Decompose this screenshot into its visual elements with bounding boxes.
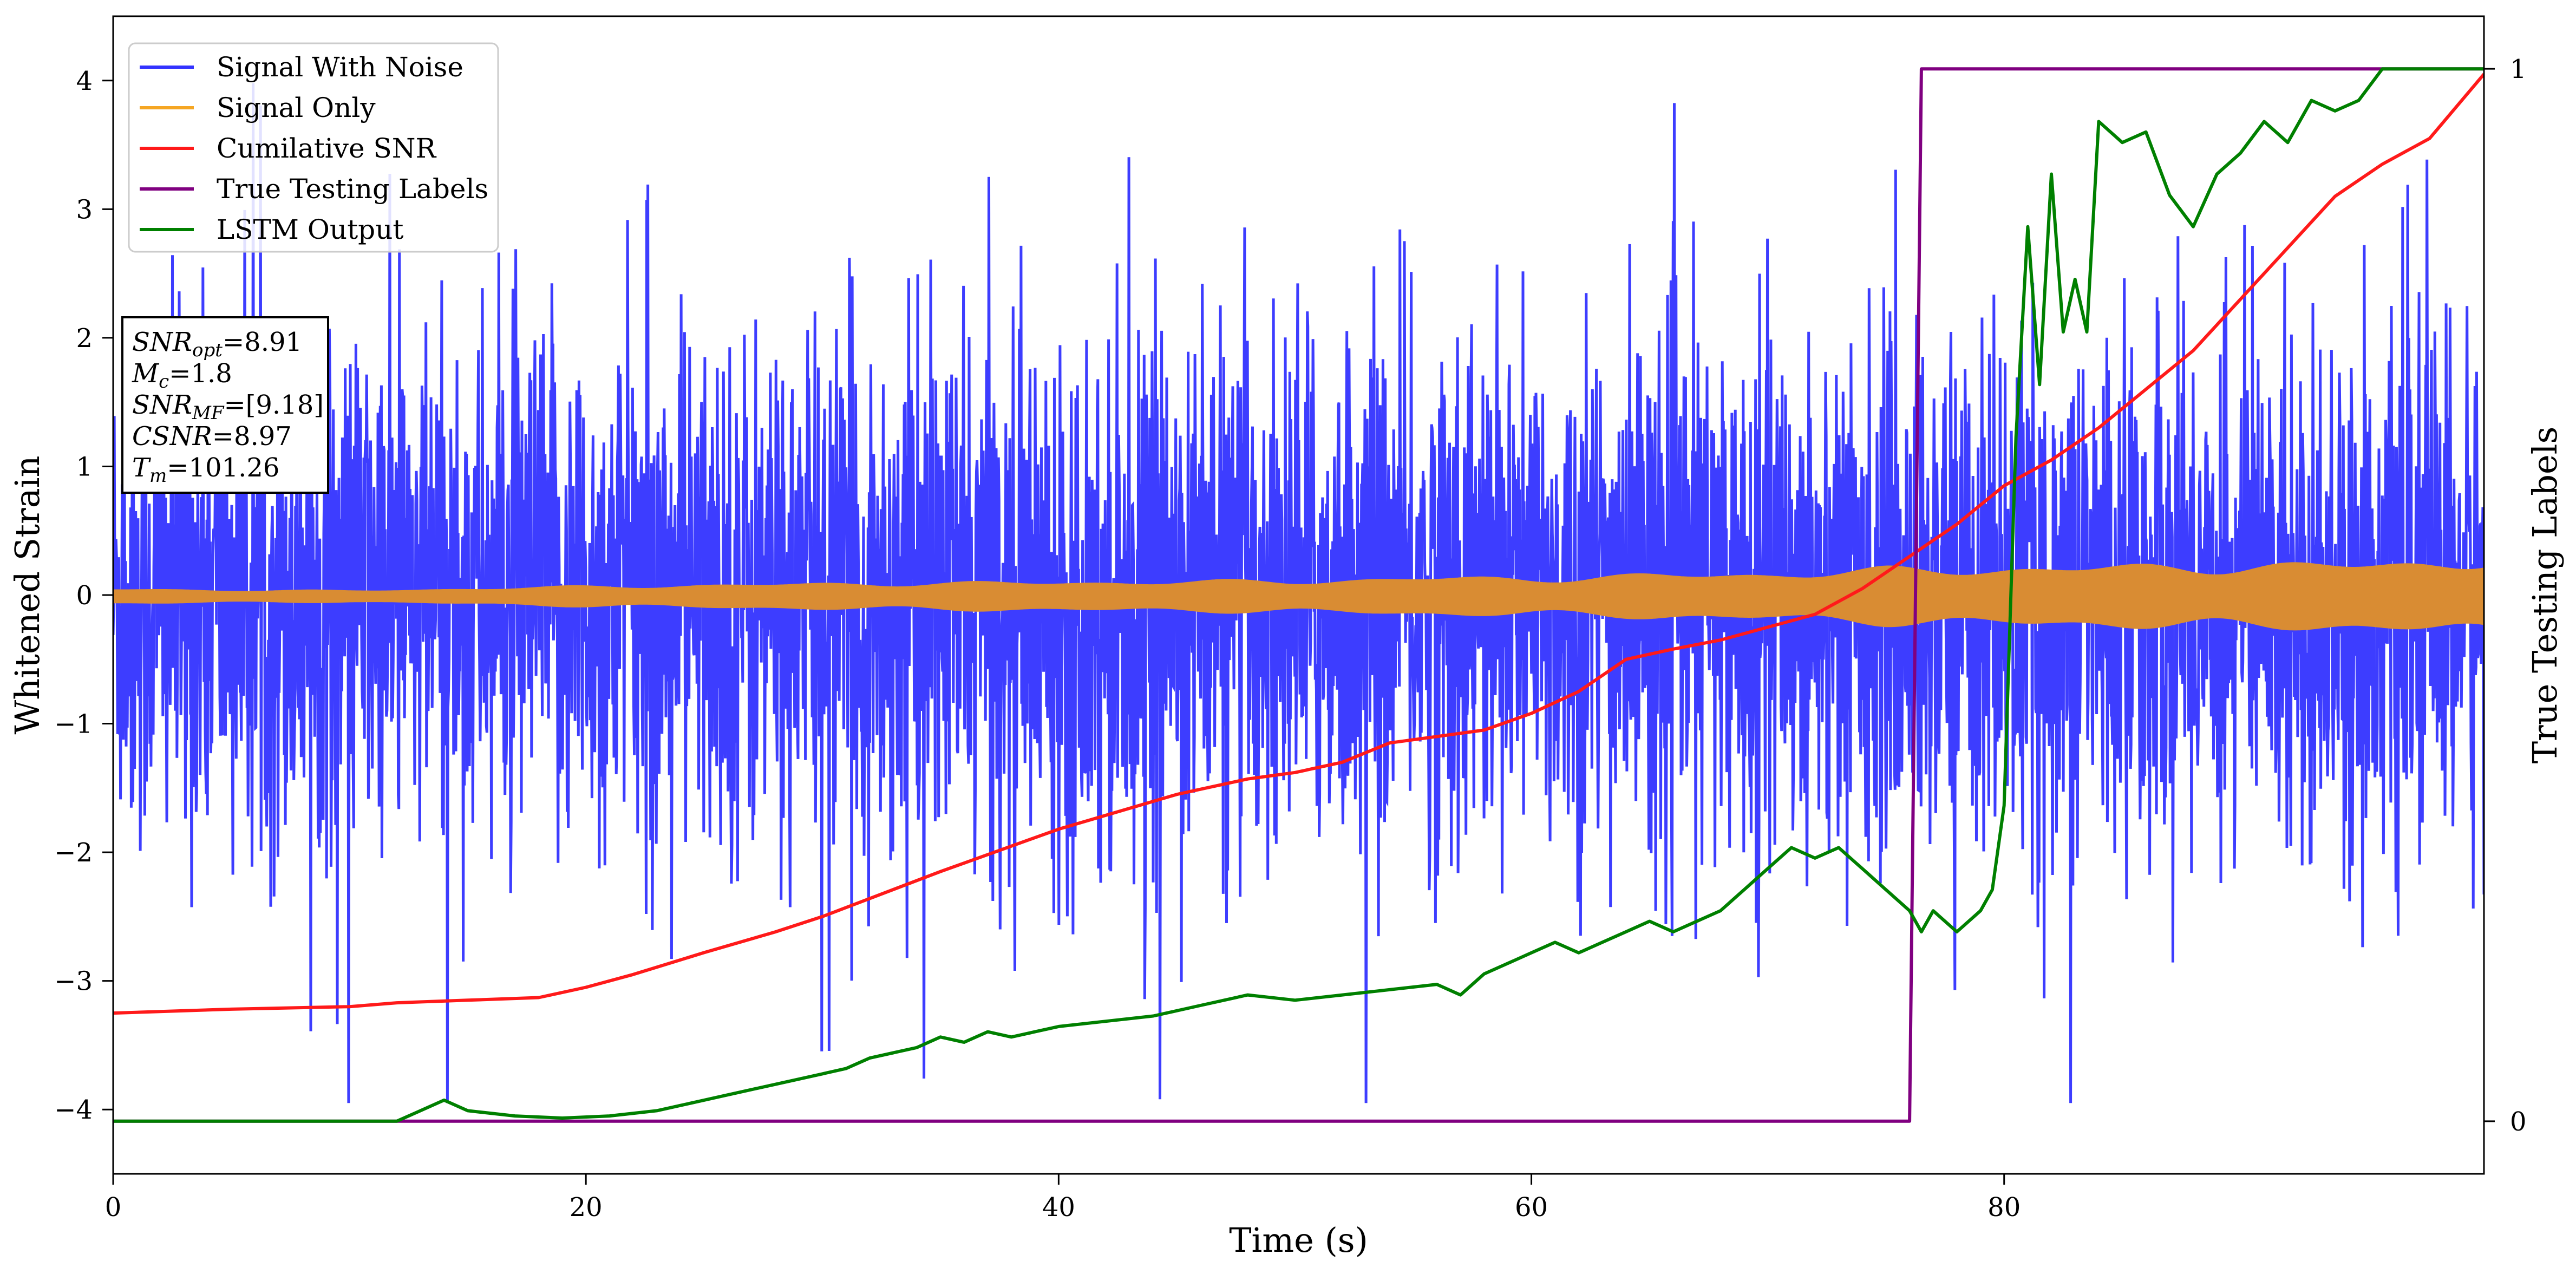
legend-label: LSTM Output	[217, 214, 403, 245]
x-tick-label: 20	[570, 1192, 603, 1223]
annotation-line: SNRMF=[9.18]	[132, 390, 324, 424]
y-axis-label-left: Whitened Strain	[8, 456, 47, 735]
y-tick-label-left: −2	[54, 838, 93, 868]
annotation-line: Tm=101.26	[132, 453, 279, 487]
annotation-line: SNRopt=8.91	[132, 327, 302, 361]
annotation-box: SNRopt=8.91Mc=1.8SNRMF=[9.18]CSNR=8.97Tm…	[121, 316, 329, 494]
annotation-frame	[121, 316, 329, 494]
y-tick-label-left: 4	[76, 66, 93, 96]
y-tick-label-left: 3	[76, 194, 93, 225]
y-tick-label-right: 1	[2510, 54, 2527, 84]
series-lstm-output	[113, 67, 2484, 1123]
series-signal-only	[113, 562, 2484, 631]
legend: Signal With Noise Signal Only Cumilative S…	[128, 42, 499, 253]
legend-label: Cumilative SNR	[217, 133, 436, 164]
series-cumilative-snr	[113, 73, 2484, 1015]
legend-frame	[128, 42, 499, 253]
y-tick-label-left: −1	[54, 709, 93, 740]
legend-label: True Testing Labels	[217, 173, 488, 205]
series-true-testing-labels	[113, 67, 2484, 1123]
y-tick-label-right: 0	[2510, 1107, 2527, 1137]
y-tick-label-left: 2	[76, 323, 93, 354]
y-tick-label-left: −3	[54, 966, 93, 997]
y-tick-label-left: −4	[54, 1095, 93, 1125]
y-tick-label-left: 1	[76, 452, 93, 482]
x-tick-label: 0	[105, 1192, 122, 1223]
y-tick-label-left: 0	[76, 580, 93, 611]
x-axis-label: Time (s)	[1229, 1220, 1368, 1260]
x-tick-label: 60	[1515, 1192, 1548, 1223]
legend-label: Signal Only	[217, 92, 376, 123]
y-axis-label-right: True Testing Labels	[2525, 427, 2565, 764]
legend-label: Signal With Noise	[217, 51, 463, 83]
annotation-line: CSNR=8.97	[132, 421, 292, 452]
annotation-line: Mc=1.8	[132, 358, 232, 393]
x-tick-label: 40	[1042, 1192, 1075, 1223]
x-tick-label: 80	[1987, 1192, 2021, 1223]
